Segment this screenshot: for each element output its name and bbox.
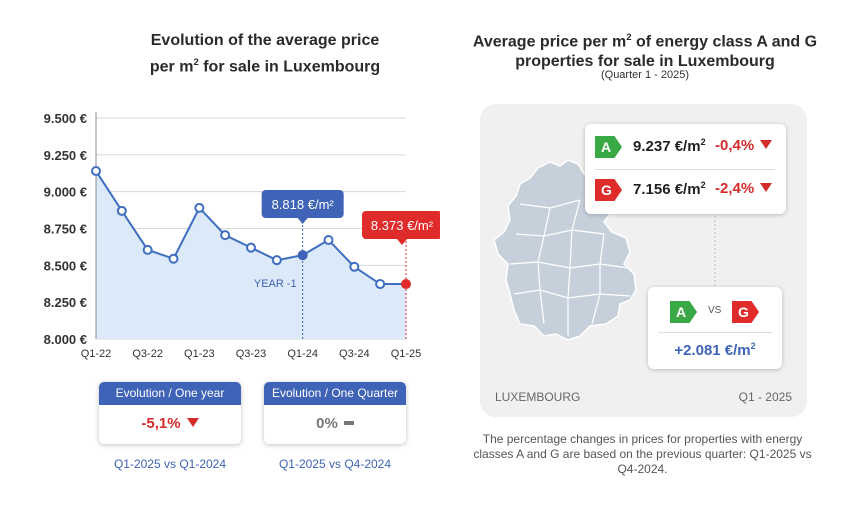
y-tick-label: 9.500 € (44, 111, 87, 126)
year-ago-point (297, 250, 308, 261)
trend-flat-icon (343, 421, 354, 425)
energy-price-card: A 9.237 €/m2 -0,4% G 7.156 €/m2 -2,4% (585, 124, 786, 214)
energy-class-title: Average price per m2 of energy class A a… (450, 28, 840, 72)
trend-down-icon (760, 140, 773, 149)
chart-title-line2: per m2 for sale in Luxembourg (149, 57, 381, 76)
y-tick-label: 8.000 € (44, 332, 87, 347)
data-point (194, 202, 205, 213)
class-a-badge: A (595, 136, 622, 158)
latest-callout-text: 8.373 €/m² (371, 218, 434, 233)
map-label-country: LUXEMBOURG (495, 390, 581, 404)
data-point (116, 205, 127, 216)
latest-callout-pointer (397, 239, 407, 245)
x-tick-label: Q1-23 (184, 348, 215, 360)
price-difference: +2.081 €/m2 (674, 341, 756, 359)
divider (595, 169, 775, 170)
x-tick-label: Q1-24 (287, 348, 318, 360)
canton-borders (509, 199, 631, 336)
data-point (142, 244, 153, 255)
class-g-badge: G (595, 179, 622, 201)
x-tick-label: Q1-25 (391, 348, 422, 360)
y-tick-label: 8.500 € (44, 258, 87, 273)
price-evolution-chart: 8.000 € 8.250 € 8.500 € 8.750 € 9.000 € 9.250… (44, 111, 440, 360)
x-tick-label: Q3-23 (236, 348, 267, 360)
chart-title-line1: Evolution of the average price (150, 32, 380, 49)
divider (658, 332, 772, 333)
year-ago-callout-text: 8.818 €/m² (272, 197, 335, 212)
class-comparison-card: A VS G +2.081 €/m2 (648, 287, 782, 369)
comparison-class-a-badge: A (670, 301, 697, 323)
data-point (349, 261, 360, 272)
year-ago-callout-box (261, 190, 344, 218)
trend-down-icon (760, 183, 773, 192)
data-point (323, 234, 334, 245)
class-a-price: 9.237 €/m2 (633, 137, 706, 155)
data-point (91, 166, 101, 177)
comparison-class-g-badge: G (732, 301, 759, 323)
evolution-year-value-row: -5,1% (99, 405, 241, 443)
year-ago-label: YEAR -1 (254, 278, 297, 290)
y-tick-label: 9.250 € (44, 148, 87, 163)
class-a-row: A 9.237 €/m2 -0,4% (595, 136, 785, 160)
data-point (375, 279, 386, 290)
evolution-year-value: -5,1% (141, 415, 181, 432)
energy-class-title-line1: Average price per m2 of energy class A a… (472, 32, 818, 51)
class-a-change: -0,4% (715, 137, 773, 154)
data-point (220, 230, 231, 241)
x-tick-label: Q1-22 (81, 348, 112, 360)
data-point (271, 255, 282, 266)
evolution-quarter-value: 0% (316, 415, 338, 432)
class-g-price: 7.156 €/m2 (633, 180, 706, 198)
y-tick-label: 8.250 € (44, 295, 87, 310)
latest-callout-box (362, 211, 440, 239)
evolution-year-caption: Q1-2025 vs Q1-2024 (113, 457, 227, 471)
evolution-quarter-card: Evolution / One Quarter 0% (264, 382, 406, 444)
energy-class-subtitle: (Quarter 1 - 2025) (600, 69, 690, 81)
class-g-change: -2,4% (715, 180, 773, 197)
evolution-year-card: Evolution / One year -5,1% (99, 382, 241, 444)
trend-down-icon (186, 418, 199, 427)
footnote: The percentage changes in prices for pro… (473, 432, 812, 476)
map-label-period: Q1 - 2025 (738, 390, 792, 404)
y-tick-label: 9.000 € (44, 185, 87, 200)
year-ago-callout-pointer (297, 218, 308, 224)
evolution-quarter-value-row: 0% (264, 405, 406, 443)
x-tick-label: Q3-22 (132, 348, 163, 360)
data-point (168, 253, 179, 264)
evolution-year-header: Evolution / One year (99, 382, 241, 405)
data-point (246, 242, 256, 253)
evolution-quarter-caption: Q1-2025 vs Q4-2024 (278, 457, 392, 471)
class-g-row: G 7.156 €/m2 -2,4% (595, 179, 785, 203)
chart-title: Evolution of the average price per m2 fo… (100, 30, 430, 78)
evolution-quarter-header: Evolution / One Quarter (264, 382, 406, 405)
vs-label: VS (708, 305, 722, 316)
x-tick-label: Q3-24 (339, 348, 370, 360)
energy-class-title-line2: properties for sale in Luxembourg (515, 53, 775, 71)
area-fill (96, 171, 406, 339)
y-tick-label: 8.750 € (44, 222, 87, 237)
latest-point (401, 279, 411, 290)
